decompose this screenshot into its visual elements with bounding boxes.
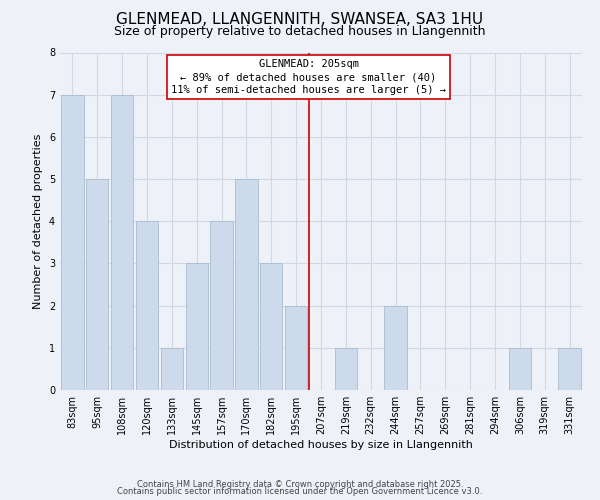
Text: GLENMEAD: 205sqm
← 89% of detached houses are smaller (40)
11% of semi-detached : GLENMEAD: 205sqm ← 89% of detached house… (171, 59, 446, 95)
Bar (335, 348, 357, 390)
Text: Contains public sector information licensed under the Open Government Licence v3: Contains public sector information licen… (118, 487, 482, 496)
Bar (559, 348, 581, 390)
Text: Size of property relative to detached houses in Llangennith: Size of property relative to detached ho… (114, 25, 486, 38)
Bar (260, 264, 283, 390)
Bar (211, 221, 233, 390)
Text: Contains HM Land Registry data © Crown copyright and database right 2025.: Contains HM Land Registry data © Crown c… (137, 480, 463, 489)
Bar (61, 94, 83, 390)
Bar (136, 221, 158, 390)
Bar (185, 264, 208, 390)
Bar (385, 306, 407, 390)
Text: GLENMEAD, LLANGENNITH, SWANSEA, SA3 1HU: GLENMEAD, LLANGENNITH, SWANSEA, SA3 1HU (116, 12, 484, 28)
Y-axis label: Number of detached properties: Number of detached properties (34, 134, 43, 309)
Bar (509, 348, 531, 390)
Bar (86, 179, 109, 390)
Bar (161, 348, 183, 390)
Bar (235, 179, 257, 390)
Bar (285, 306, 307, 390)
X-axis label: Distribution of detached houses by size in Llangennith: Distribution of detached houses by size … (169, 440, 473, 450)
Bar (111, 94, 133, 390)
